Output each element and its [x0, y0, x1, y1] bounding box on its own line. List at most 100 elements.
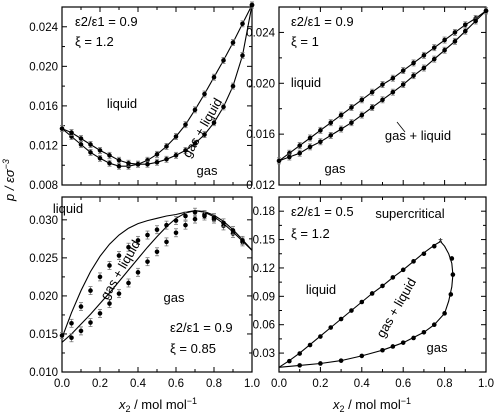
region-label: gas	[427, 340, 448, 355]
y-tick-label: 0.016	[246, 129, 275, 141]
y-axis-label: p / εσ−3	[1, 159, 17, 202]
data-point	[452, 39, 458, 44]
data-point	[449, 256, 455, 261]
data-point	[107, 301, 112, 306]
data-point	[318, 334, 323, 339]
data-point	[78, 328, 84, 334]
data-point	[173, 153, 179, 158]
data-point	[431, 56, 437, 62]
y-tick-label: 0.025	[29, 253, 58, 265]
y-tick-label: 0.024	[29, 22, 58, 34]
y-tick-label: 0.020	[246, 78, 275, 90]
data-point	[69, 335, 74, 341]
data-point	[442, 47, 447, 53]
data-point	[421, 65, 427, 71]
data-point	[78, 304, 84, 309]
data-point	[97, 156, 103, 161]
data-point	[411, 73, 416, 78]
data-point	[116, 157, 122, 163]
data-point	[450, 272, 456, 277]
data-point	[69, 130, 74, 135]
data-point	[421, 329, 427, 335]
x-tick-label: 0.2	[92, 378, 108, 390]
y-tick-label: 0.008	[29, 180, 58, 192]
x-tick-label: 0.8	[437, 378, 453, 390]
data-point	[390, 89, 396, 95]
data-point	[164, 222, 169, 228]
parameter-label: ξ = 1	[291, 34, 319, 49]
data-point	[88, 320, 93, 325]
data-point	[183, 148, 188, 153]
data-point	[183, 213, 188, 219]
panels: 0.008 0.012 0.016 0.020 0.024 ε2/ε1 = 0.9 ξ = …	[29, 1, 494, 390]
data-point	[116, 253, 122, 258]
data-point	[442, 37, 447, 43]
data-point	[221, 58, 226, 63]
panel-a: 0.008 0.012 0.016 0.020 0.024 ε2/ε1 = 0.9 ξ = …	[29, 1, 255, 192]
parameter-label: ξ = 1.2	[75, 34, 114, 49]
data-point	[164, 239, 169, 245]
data-point	[202, 213, 207, 219]
data-point	[221, 104, 226, 110]
region-label: liquid	[291, 75, 321, 90]
data-point	[145, 232, 150, 238]
x-tick-label: 0.4	[354, 378, 371, 390]
data-point	[411, 259, 416, 264]
data-point	[349, 105, 354, 110]
data-point	[338, 126, 344, 132]
y-tick-label: 0.020	[29, 291, 58, 303]
parameter-label: ε2/ε1 = 0.9	[170, 320, 233, 335]
data-point	[276, 158, 282, 164]
data-point	[369, 291, 375, 296]
data-point	[240, 21, 245, 27]
bubble-line	[61, 210, 253, 338]
data-point	[126, 280, 131, 286]
data-point	[431, 322, 437, 328]
data-point	[69, 321, 74, 326]
data-point	[400, 82, 406, 87]
data-point	[116, 291, 122, 296]
data-point	[154, 227, 160, 233]
y-tick-label: 0.024	[246, 27, 275, 39]
data-point	[400, 267, 406, 273]
x-tick-label: 1.0	[478, 378, 494, 390]
data-point	[338, 112, 344, 118]
y-tick-label: 0.03	[253, 348, 275, 360]
data-point	[135, 161, 141, 167]
data-point	[249, 2, 255, 8]
y-tick-label: 0.18	[253, 206, 275, 218]
data-point	[107, 153, 112, 158]
y-tick-label: 0.06	[253, 320, 275, 332]
data-point	[240, 238, 245, 243]
y-tick-label: 0.012	[246, 180, 275, 192]
y-tick-label: 0.020	[29, 61, 58, 73]
parameter-label: ε2/ε1 = 0.9	[75, 14, 138, 29]
x-axis-label-right: x2 / mol mol−1	[332, 396, 411, 414]
panel-b: 0.012 0.016 0.020 0.024 ε2/ε1 = 0.9 ξ = 1 liqu…	[246, 6, 489, 192]
y-tick-label: 0.09	[253, 291, 275, 303]
data-point	[359, 112, 365, 118]
data-point	[448, 292, 454, 297]
region-label: liquid	[306, 282, 336, 297]
data-point	[390, 75, 396, 81]
x-tick-label: 0.6	[395, 378, 411, 390]
data-point	[192, 209, 198, 215]
data-point	[154, 249, 160, 255]
parameter-label: ε2/ε1 = 0.9	[291, 14, 354, 29]
parameter-label: ε2/ε1 = 0.5	[291, 204, 354, 219]
region-label: gas	[325, 161, 346, 176]
data-point	[230, 228, 236, 233]
region-label: liquid	[53, 201, 83, 216]
region-label: supercritical	[375, 206, 444, 221]
x-axis-label-left: x2 / mol mol−1	[118, 396, 197, 414]
data-point	[145, 259, 150, 264]
data-point	[59, 333, 65, 338]
data-point	[59, 126, 65, 131]
data-point	[88, 288, 93, 293]
data-point	[463, 28, 468, 34]
y-tick-label: 0.15	[253, 235, 275, 247]
data-point	[380, 283, 385, 289]
data-point	[411, 60, 416, 66]
y-tick-label: 0.012	[29, 140, 58, 152]
